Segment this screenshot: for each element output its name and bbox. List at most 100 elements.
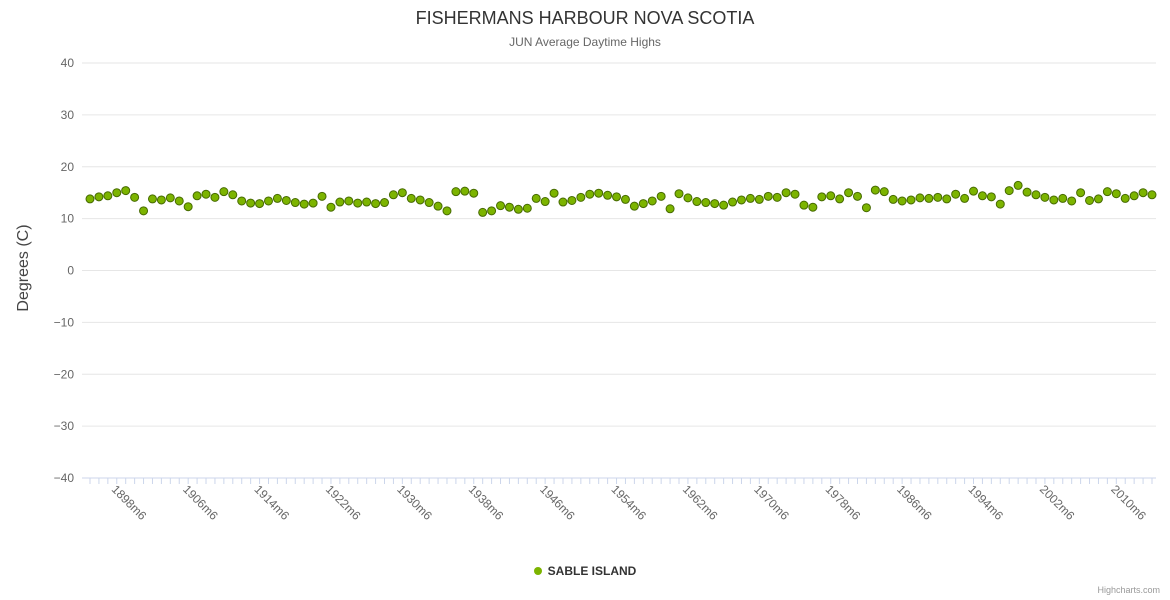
data-point[interactable]	[969, 186, 979, 196]
data-point[interactable]	[388, 190, 398, 200]
data-point[interactable]	[870, 185, 880, 195]
data-point[interactable]	[549, 188, 559, 198]
data-point[interactable]	[246, 198, 256, 208]
data-point[interactable]	[567, 195, 577, 205]
data-point[interactable]	[576, 192, 586, 202]
data-point[interactable]	[736, 195, 746, 205]
data-point[interactable]	[701, 198, 711, 208]
data-point[interactable]	[513, 204, 523, 214]
data-point[interactable]	[1120, 193, 1130, 203]
data-point[interactable]	[960, 193, 970, 203]
data-point[interactable]	[603, 190, 613, 200]
data-point[interactable]	[1093, 194, 1103, 204]
data-point[interactable]	[522, 203, 532, 213]
data-point[interactable]	[433, 201, 443, 211]
data-point[interactable]	[897, 196, 907, 206]
data-point[interactable]	[745, 193, 755, 203]
data-point[interactable]	[647, 196, 657, 206]
data-point[interactable]	[781, 188, 791, 198]
data-point[interactable]	[977, 191, 987, 201]
data-point[interactable]	[504, 202, 514, 212]
data-point[interactable]	[469, 188, 479, 198]
data-point[interactable]	[1067, 196, 1077, 206]
data-point[interactable]	[103, 191, 113, 201]
data-point[interactable]	[183, 202, 193, 212]
data-point[interactable]	[933, 192, 943, 202]
data-point[interactable]	[353, 198, 363, 208]
data-point[interactable]	[201, 189, 211, 199]
data-point[interactable]	[861, 203, 871, 213]
data-point[interactable]	[121, 186, 131, 196]
data-point[interactable]	[808, 202, 818, 212]
data-point[interactable]	[139, 206, 149, 216]
data-point[interactable]	[1013, 180, 1023, 190]
data-point[interactable]	[362, 197, 372, 207]
data-point[interactable]	[112, 188, 122, 198]
data-point[interactable]	[1129, 191, 1139, 201]
data-point[interactable]	[674, 189, 684, 199]
data-point[interactable]	[85, 194, 95, 204]
data-point[interactable]	[326, 202, 336, 212]
data-point[interactable]	[531, 193, 541, 203]
data-point[interactable]	[451, 187, 461, 197]
data-point[interactable]	[290, 198, 300, 208]
data-point[interactable]	[817, 192, 827, 202]
data-point[interactable]	[228, 190, 238, 200]
data-point[interactable]	[1031, 190, 1041, 200]
data-point[interactable]	[415, 195, 425, 205]
data-point[interactable]	[763, 191, 773, 201]
data-point[interactable]	[174, 196, 184, 206]
data-point[interactable]	[924, 193, 934, 203]
data-point[interactable]	[424, 198, 434, 208]
data-point[interactable]	[790, 189, 800, 199]
data-point[interactable]	[728, 197, 738, 207]
data-point[interactable]	[888, 194, 898, 204]
data-point[interactable]	[1022, 187, 1032, 197]
data-point[interactable]	[585, 189, 595, 199]
data-point[interactable]	[1102, 187, 1112, 197]
data-point[interactable]	[879, 187, 889, 197]
data-point[interactable]	[1040, 192, 1050, 202]
data-point[interactable]	[995, 199, 1005, 209]
data-point[interactable]	[1049, 195, 1059, 205]
data-point[interactable]	[442, 206, 452, 216]
data-point[interactable]	[335, 197, 345, 207]
data-point[interactable]	[1058, 193, 1068, 203]
data-point[interactable]	[130, 192, 140, 202]
data-point[interactable]	[299, 199, 309, 209]
data-point[interactable]	[986, 192, 996, 202]
data-point[interactable]	[371, 199, 381, 209]
legend-item[interactable]: SABLE ISLAND	[0, 564, 1170, 578]
data-point[interactable]	[638, 199, 648, 209]
data-point[interactable]	[147, 194, 157, 204]
data-point[interactable]	[612, 192, 622, 202]
data-point[interactable]	[263, 196, 273, 206]
data-point[interactable]	[281, 195, 291, 205]
data-point[interactable]	[94, 192, 104, 202]
data-point[interactable]	[852, 191, 862, 201]
data-point[interactable]	[210, 192, 220, 202]
data-point[interactable]	[237, 196, 247, 206]
data-point[interactable]	[192, 191, 202, 201]
data-point[interactable]	[665, 204, 675, 214]
data-point[interactable]	[906, 195, 916, 205]
data-point[interactable]	[1138, 188, 1148, 198]
data-point[interactable]	[156, 195, 166, 205]
data-point[interactable]	[487, 206, 497, 216]
highcharts-credits[interactable]: Highcharts.com	[1097, 585, 1160, 595]
data-point[interactable]	[308, 198, 318, 208]
data-point[interactable]	[594, 188, 604, 198]
data-point[interactable]	[165, 193, 175, 203]
data-point[interactable]	[656, 191, 666, 201]
data-point[interactable]	[915, 193, 925, 203]
data-point[interactable]	[397, 188, 407, 198]
data-point[interactable]	[1085, 195, 1095, 205]
data-point[interactable]	[754, 194, 764, 204]
data-point[interactable]	[1111, 189, 1121, 199]
data-point[interactable]	[620, 194, 630, 204]
data-point[interactable]	[380, 198, 390, 208]
data-point[interactable]	[255, 199, 265, 209]
data-point[interactable]	[460, 186, 470, 196]
data-point[interactable]	[799, 200, 809, 210]
data-point[interactable]	[826, 191, 836, 201]
